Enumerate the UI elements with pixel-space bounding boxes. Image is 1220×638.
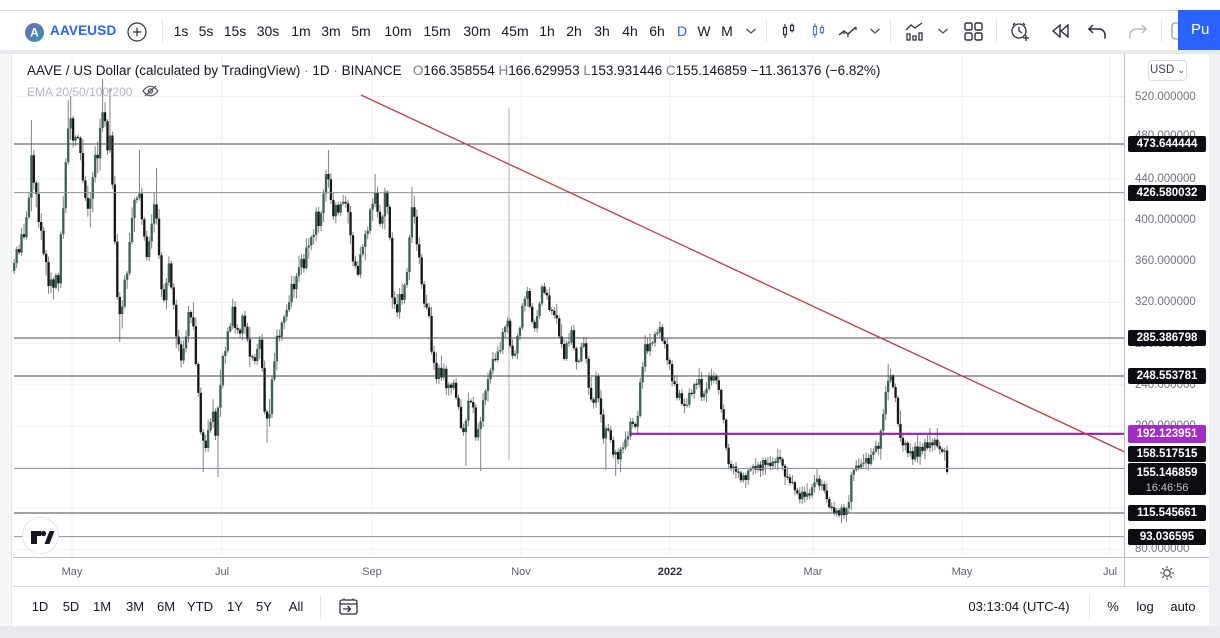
svg-text:A: A <box>30 26 39 40</box>
